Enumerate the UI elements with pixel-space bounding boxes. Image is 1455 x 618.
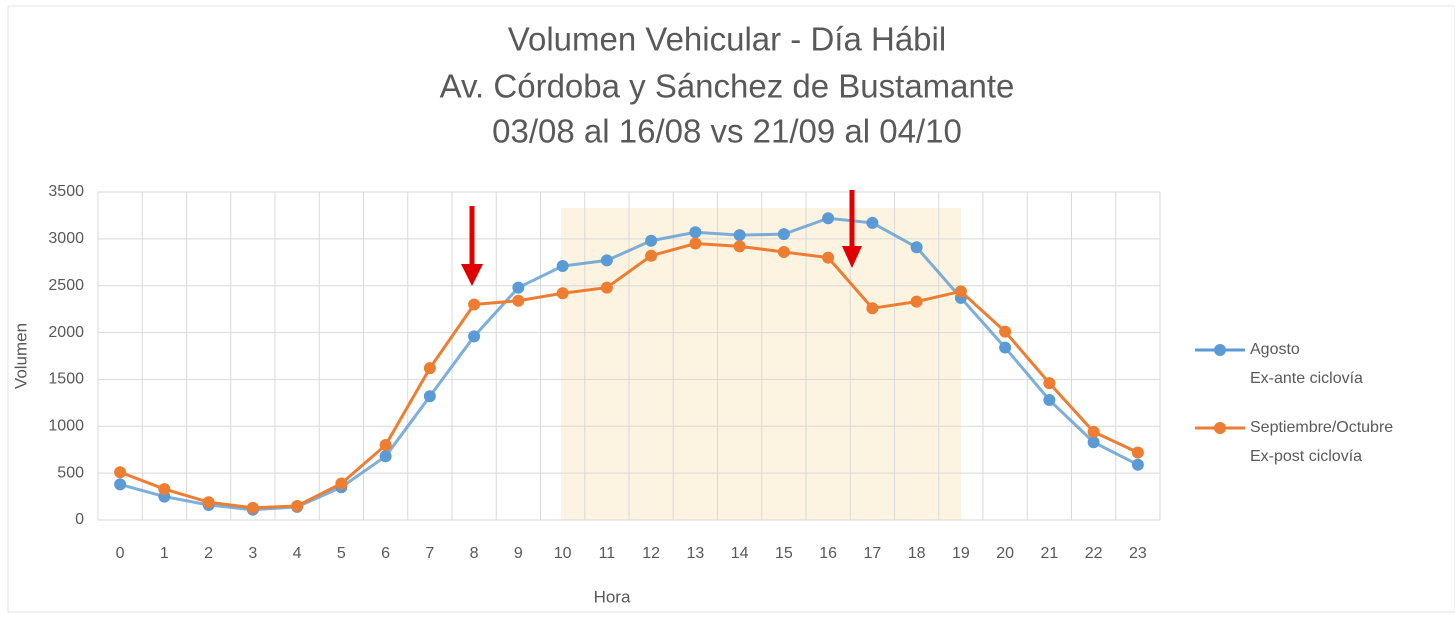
- data-point: [600, 281, 613, 294]
- x-tick-label: 11: [599, 545, 616, 562]
- data-point: [114, 478, 127, 491]
- y-tick-label: 1500: [48, 371, 84, 388]
- data-point: [556, 260, 569, 273]
- x-tick-label: 15: [775, 545, 793, 562]
- data-point: [114, 466, 127, 479]
- data-point: [1087, 436, 1100, 449]
- y-tick-label: 3000: [48, 230, 84, 247]
- x-tick-label: 17: [863, 545, 881, 562]
- data-point: [202, 496, 215, 509]
- arrow-head: [461, 264, 483, 286]
- x-tick-label: 8: [470, 545, 479, 562]
- x-tick-label: 18: [908, 545, 926, 562]
- data-point: [645, 249, 658, 262]
- data-point: [777, 245, 790, 258]
- data-point: [954, 285, 967, 298]
- x-tick-label: 13: [686, 545, 704, 562]
- x-tick-label: 14: [731, 545, 749, 562]
- x-tick-label: 2: [204, 545, 213, 562]
- data-point: [556, 287, 569, 300]
- x-tick-label: 5: [337, 545, 346, 562]
- x-tick-label: 1: [160, 545, 169, 562]
- data-point: [910, 241, 923, 254]
- chart-title: 03/08 al 16/08 vs 21/09 al 04/10: [492, 113, 962, 150]
- legend-description: Ex-post ciclovía: [1250, 448, 1362, 465]
- x-tick-label: 12: [642, 545, 660, 562]
- y-tick-label: 500: [57, 464, 84, 481]
- legend-marker: [1214, 344, 1226, 356]
- y-tick-label: 3500: [48, 183, 84, 200]
- data-point: [1043, 377, 1056, 390]
- arrow: [842, 190, 862, 268]
- x-tick-label: 20: [996, 545, 1014, 562]
- data-point: [910, 295, 923, 308]
- chart-title: Volumen Vehicular - Día Hábil: [508, 21, 946, 58]
- legend-label: Septiembre/Octubre: [1250, 419, 1393, 436]
- data-point: [1087, 425, 1100, 438]
- x-tick-label: 3: [248, 545, 257, 562]
- data-point: [335, 477, 348, 490]
- x-tick-label: 21: [1040, 545, 1058, 562]
- x-axis-title: Hora: [594, 587, 631, 606]
- data-point: [822, 212, 835, 225]
- data-point: [291, 499, 304, 512]
- data-point: [158, 483, 171, 496]
- data-point: [512, 294, 525, 307]
- y-axis-title: Volumen: [11, 323, 30, 389]
- legend-label: Agosto: [1250, 341, 1300, 358]
- data-point: [733, 229, 746, 242]
- legend-description: Ex-ante ciclovía: [1250, 370, 1363, 387]
- x-tick-label: 4: [293, 545, 302, 562]
- x-tick-label: 19: [952, 545, 970, 562]
- x-tick-label: 10: [554, 545, 572, 562]
- data-point: [468, 330, 481, 343]
- data-point: [689, 226, 702, 239]
- data-point: [246, 501, 259, 514]
- data-point: [468, 298, 481, 311]
- data-point: [866, 216, 879, 229]
- data-point: [777, 228, 790, 241]
- data-point: [423, 390, 436, 403]
- data-point: [999, 341, 1012, 354]
- data-point: [866, 302, 879, 315]
- x-tick-label: 16: [819, 545, 837, 562]
- chart-title: Av. Córdoba y Sánchez de Bustamante: [440, 68, 1015, 105]
- series-line: [119, 242, 1139, 510]
- data-point: [1043, 394, 1056, 407]
- data-point: [512, 281, 525, 294]
- x-tick-label: 22: [1085, 545, 1103, 562]
- y-tick-label: 2000: [48, 324, 84, 341]
- y-tick-label: 2500: [48, 277, 84, 294]
- y-tick-label: 0: [75, 511, 84, 528]
- data-point: [733, 240, 746, 253]
- data-point: [1131, 458, 1144, 471]
- data-point: [1131, 446, 1144, 459]
- x-tick-label: 0: [116, 545, 125, 562]
- data-point: [600, 254, 613, 267]
- data-point: [645, 234, 658, 247]
- x-tick-label: 23: [1129, 545, 1147, 562]
- data-point: [423, 362, 436, 375]
- x-tick-label: 9: [514, 545, 523, 562]
- data-point: [379, 450, 392, 463]
- data-point: [999, 325, 1012, 338]
- data-point: [822, 251, 835, 264]
- x-tick-label: 7: [425, 545, 434, 562]
- data-point: [689, 237, 702, 250]
- y-tick-label: 1000: [48, 418, 84, 435]
- arrow-head: [842, 246, 862, 268]
- x-tick-label: 6: [381, 545, 390, 562]
- legend-marker: [1214, 422, 1226, 434]
- data-point: [379, 439, 392, 452]
- arrow: [461, 206, 483, 286]
